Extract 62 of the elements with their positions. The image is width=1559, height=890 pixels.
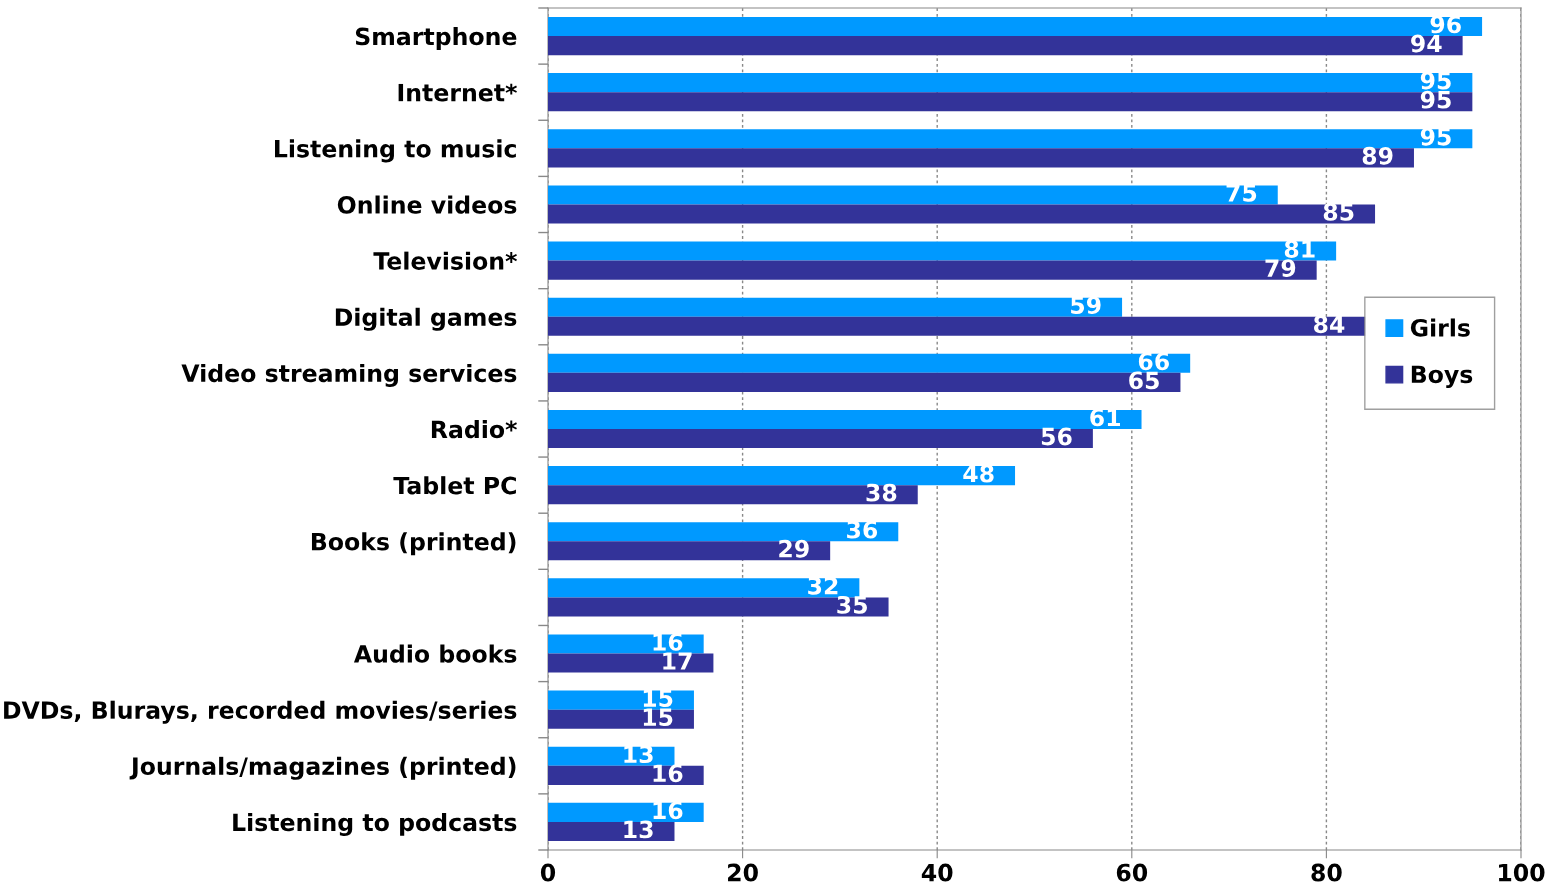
bar xyxy=(548,485,918,505)
bar xyxy=(548,372,1181,392)
bar xyxy=(548,260,1317,280)
bar xyxy=(548,204,1376,224)
data-label: 95 xyxy=(1420,90,1451,109)
bar xyxy=(548,821,675,842)
legend-label: Girls xyxy=(1410,318,1470,337)
bar xyxy=(548,241,1337,261)
bar xyxy=(548,409,1142,429)
bar xyxy=(548,316,1366,336)
data-label: 89 xyxy=(1362,146,1393,165)
data-label: 59 xyxy=(1071,296,1101,315)
bar xyxy=(548,429,1093,449)
data-label: 94 xyxy=(1411,34,1442,53)
x-tick-label: 80 xyxy=(1311,863,1342,882)
x-tick-label: 100 xyxy=(1499,863,1545,882)
y-tick-label: Online videos xyxy=(337,195,517,214)
bar xyxy=(548,297,1123,317)
legend-label: Boys xyxy=(1411,365,1473,388)
data-label: 16 xyxy=(653,633,683,651)
y-tick-label: Books (printed) xyxy=(311,532,516,556)
bar xyxy=(548,148,1414,168)
x-tick-label: 0 xyxy=(540,863,556,882)
bar xyxy=(548,690,694,710)
data-label: 56 xyxy=(1041,427,1072,446)
bar xyxy=(548,185,1278,205)
y-tick-label: Tablet PC xyxy=(393,476,516,495)
data-label: 81 xyxy=(1284,240,1315,258)
y-tick-label: Listening to music xyxy=(275,139,516,163)
y-tick-label: Smartphone xyxy=(355,27,517,50)
data-label: 17 xyxy=(663,652,692,670)
y-tick-label: DVDs, Blurays, recorded movies/series xyxy=(4,700,517,724)
data-label: 13 xyxy=(624,745,653,764)
data-label: 16 xyxy=(653,764,683,783)
data-label: 66 xyxy=(1138,352,1169,371)
data-label: 15 xyxy=(643,708,673,727)
data-label: 16 xyxy=(653,801,683,820)
data-label: 13 xyxy=(624,820,653,839)
y-tick-label: Journals/magazines (printed) xyxy=(129,756,516,780)
y-tick-label: Video streaming services xyxy=(181,363,517,387)
y-tick-label: Digital games xyxy=(335,307,517,331)
y-tick-label: Audio books xyxy=(353,644,517,663)
y-tick-label: Internet* xyxy=(398,83,517,102)
data-label: 48 xyxy=(963,464,994,483)
y-tick-label: Listening to podcasts xyxy=(233,812,517,836)
data-label: 79 xyxy=(1265,259,1296,277)
y-tick-label: Radio* xyxy=(431,420,517,439)
bar xyxy=(548,765,704,785)
x-tick-label: 40 xyxy=(921,863,953,882)
bar xyxy=(548,634,704,654)
data-label: 35 xyxy=(837,595,867,614)
data-label: 84 xyxy=(1313,315,1345,334)
x-tick-label: 20 xyxy=(728,863,758,882)
bar xyxy=(548,653,714,673)
bar xyxy=(548,709,694,729)
data-label: 65 xyxy=(1129,371,1159,390)
bar xyxy=(548,802,704,822)
data-label: 29 xyxy=(779,539,809,558)
x-tick-label: 60 xyxy=(1116,863,1148,882)
data-label: 38 xyxy=(866,483,897,502)
bar xyxy=(548,541,831,561)
y-tick-label: Television* xyxy=(373,251,517,270)
